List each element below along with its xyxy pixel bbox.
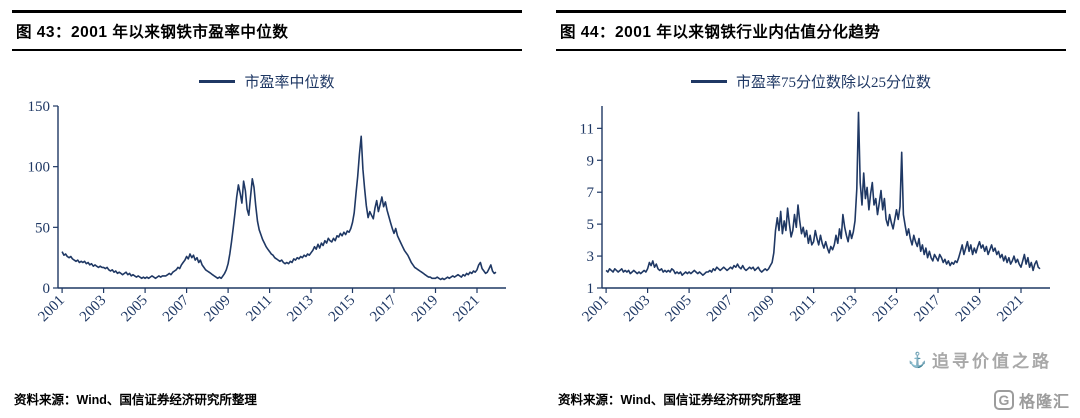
figure-43-title: 图 43：2001 年以来钢铁市盈率中位数 xyxy=(12,10,522,51)
gelonghui-logo-icon: G xyxy=(993,390,1014,410)
svg-text:2015: 2015 xyxy=(870,293,903,326)
svg-text:2005: 2005 xyxy=(662,293,695,326)
svg-text:2009: 2009 xyxy=(201,293,234,326)
svg-text:2001: 2001 xyxy=(35,293,68,326)
svg-text:2007: 2007 xyxy=(160,292,193,325)
svg-text:100: 100 xyxy=(28,160,51,176)
figure-44-source: 资料来源：Wind、国信证券经济研究所整理 xyxy=(558,393,801,407)
svg-text:5: 5 xyxy=(587,217,595,233)
svg-text:2019: 2019 xyxy=(953,293,986,326)
svg-text:9: 9 xyxy=(587,153,595,169)
svg-text:2019: 2019 xyxy=(409,293,442,326)
watermark-text: 追寻价值之路 xyxy=(932,352,1052,371)
svg-text:150: 150 xyxy=(28,99,51,115)
figure-43-legend-label: 市盈率中位数 xyxy=(244,75,335,91)
figure-43-panel: 图 43：2001 年以来钢铁市盈率中位数 市盈率中位数 0 50 100 150 20… xyxy=(12,10,522,410)
svg-text:2011: 2011 xyxy=(243,293,275,325)
legend-line-icon xyxy=(690,80,727,83)
figure-43-chart: 0 50 100 150 2001 2003 2005 2007 2009 2011 2013 201… xyxy=(12,96,522,354)
svg-text:2007: 2007 xyxy=(704,292,737,325)
svg-text:2005: 2005 xyxy=(118,293,151,326)
watermark: ⚓ 追寻价值之路 xyxy=(908,347,1052,372)
svg-text:0: 0 xyxy=(43,281,51,297)
svg-text:2017: 2017 xyxy=(911,292,944,325)
svg-text:1: 1 xyxy=(587,281,595,297)
svg-text:11: 11 xyxy=(580,121,594,137)
svg-text:50: 50 xyxy=(35,220,50,236)
svg-text:2013: 2013 xyxy=(284,293,317,326)
svg-text:2021: 2021 xyxy=(994,293,1027,326)
figure-43-legend: 市盈率中位数 xyxy=(12,71,522,92)
anchor-icon: ⚓ xyxy=(908,351,927,369)
figure-44-chart: 1 3 5 7 9 11 2001 2003 2005 2007 2009 2011 2013 2015 2… xyxy=(556,96,1066,354)
legend-line-icon xyxy=(199,80,236,83)
svg-text:2001: 2001 xyxy=(579,293,612,326)
svg-text:2009: 2009 xyxy=(745,293,778,326)
gelonghui-logo-text: 格隆汇 xyxy=(1018,394,1070,411)
figure-44-legend-label: 市盈率75分位数除以25分位数 xyxy=(735,75,931,91)
figure-44-panel: 图 44：2001 年以来钢铁行业内估值分化趋势 市盈率75分位数除以25分位数… xyxy=(556,10,1066,410)
gelonghui-logo: G 格隆汇 xyxy=(993,388,1070,412)
svg-text:2017: 2017 xyxy=(367,292,400,325)
svg-text:2015: 2015 xyxy=(326,293,359,326)
svg-text:3: 3 xyxy=(587,249,595,265)
figure-44-title: 图 44：2001 年以来钢铁行业内估值分化趋势 xyxy=(556,10,1066,51)
figure-43-source: 资料来源：Wind、国信证券经济研究所整理 xyxy=(14,393,257,407)
svg-text:2021: 2021 xyxy=(450,293,483,326)
svg-text:2011: 2011 xyxy=(787,293,819,325)
svg-text:2013: 2013 xyxy=(828,293,861,326)
svg-text:2003: 2003 xyxy=(77,293,110,326)
figure-44-legend: 市盈率75分位数除以25分位数 xyxy=(556,71,1066,92)
svg-text:2003: 2003 xyxy=(621,293,654,326)
svg-text:7: 7 xyxy=(587,185,595,201)
